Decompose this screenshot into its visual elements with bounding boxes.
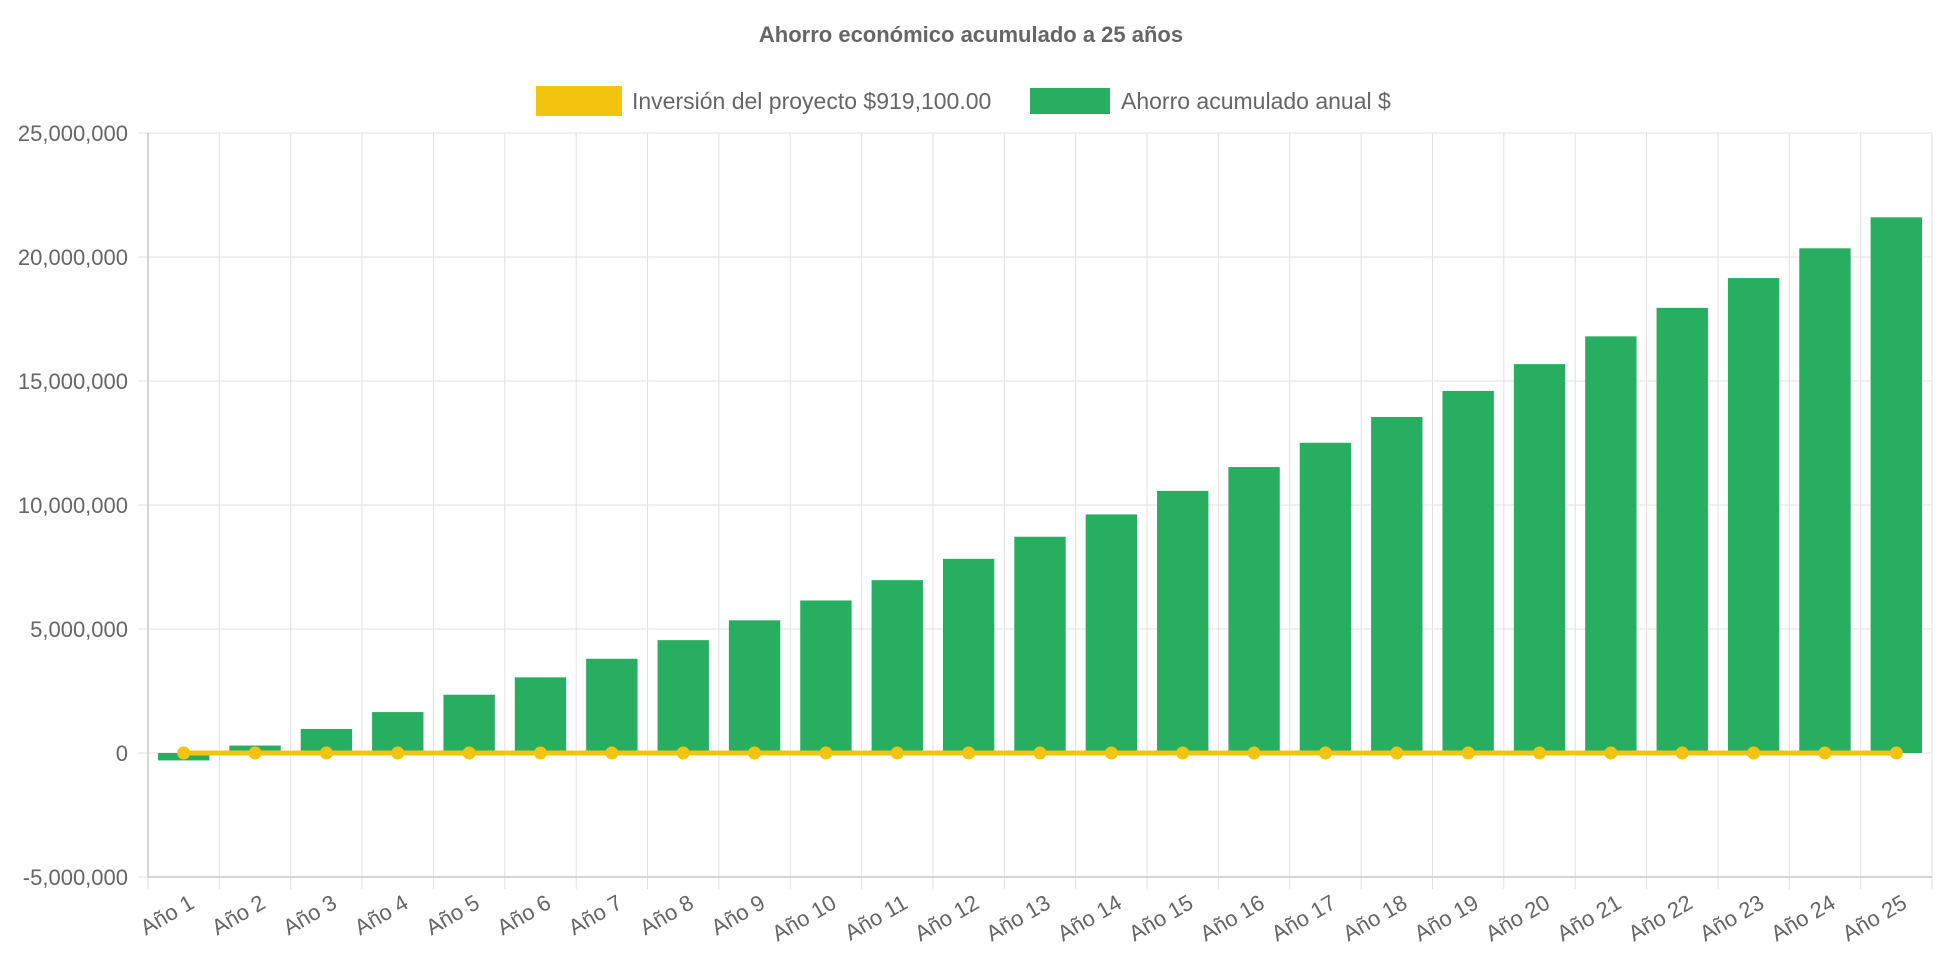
bar[interactable] bbox=[1656, 307, 1708, 753]
line-point[interactable] bbox=[676, 746, 690, 760]
line-point[interactable] bbox=[1889, 746, 1903, 760]
chart-title: Ahorro económico acumulado a 25 años bbox=[759, 22, 1183, 47]
line-point[interactable] bbox=[962, 746, 976, 760]
x-tick-label: Año 12 bbox=[910, 890, 983, 947]
y-tick-label: 20,000,000 bbox=[18, 245, 128, 270]
line-point[interactable] bbox=[1675, 746, 1689, 760]
bar[interactable] bbox=[1870, 217, 1923, 753]
bar[interactable] bbox=[586, 658, 638, 753]
x-tick-label: Año 13 bbox=[982, 890, 1055, 947]
x-tick-label: Año 11 bbox=[840, 890, 911, 946]
y-tick-label: 25,000,000 bbox=[18, 121, 128, 146]
x-tick-label: Año 2 bbox=[207, 890, 269, 940]
x-tick-label: Año 5 bbox=[421, 890, 483, 940]
bar[interactable] bbox=[942, 558, 995, 753]
x-tick-label: Año 25 bbox=[1838, 890, 1911, 947]
legend-swatch-investment bbox=[536, 86, 622, 116]
x-tick-label: Año 17 bbox=[1267, 890, 1340, 947]
legend: Inversión del proyecto $919,100.00 Ahorr… bbox=[536, 86, 1391, 116]
bar[interactable] bbox=[871, 580, 923, 753]
line-point[interactable] bbox=[1533, 746, 1547, 760]
line-point[interactable] bbox=[177, 746, 191, 760]
line-point[interactable] bbox=[1604, 746, 1618, 760]
line-point[interactable] bbox=[1390, 746, 1404, 760]
bar[interactable] bbox=[1157, 490, 1209, 753]
y-tick-label: 0 bbox=[116, 741, 128, 766]
line-point[interactable] bbox=[748, 746, 762, 760]
line-point[interactable] bbox=[1247, 746, 1261, 760]
x-axis-ticks: Año 1 Año 2 Año 3 Año 4 Año 5 Año 6 Año 7 Año 8… bbox=[136, 890, 1911, 947]
line-point[interactable] bbox=[1318, 746, 1332, 760]
x-tick-label: Año 23 bbox=[1695, 890, 1768, 947]
x-tick-label: Año 10 bbox=[768, 890, 841, 947]
bar[interactable] bbox=[443, 694, 495, 753]
line-point[interactable] bbox=[890, 746, 904, 760]
bar[interactable] bbox=[1799, 248, 1851, 753]
y-tick-label: 5,000,000 bbox=[30, 617, 128, 642]
line-point[interactable] bbox=[1176, 746, 1190, 760]
line-point[interactable] bbox=[1033, 746, 1047, 760]
legend-label-savings: Ahorro acumulado anual $ bbox=[1121, 88, 1391, 114]
bar[interactable] bbox=[514, 677, 567, 753]
x-tick-label: Año 4 bbox=[350, 890, 412, 940]
x-tick-label: Año 9 bbox=[707, 890, 769, 940]
y-tick-label: -5,000,000 bbox=[23, 865, 128, 890]
line-point[interactable] bbox=[533, 746, 547, 760]
line-point[interactable] bbox=[319, 746, 333, 760]
x-tick-label: Año 19 bbox=[1410, 890, 1483, 947]
legend-item-investment[interactable]: Inversión del proyecto $919,100.00 bbox=[536, 86, 991, 116]
bar[interactable] bbox=[1442, 390, 1494, 753]
axes bbox=[147, 133, 1932, 878]
bar[interactable] bbox=[1299, 442, 1352, 753]
legend-swatch-savings bbox=[1030, 88, 1110, 114]
line-point[interactable] bbox=[819, 746, 833, 760]
line-point[interactable] bbox=[1461, 746, 1475, 760]
x-tick-label: Año 6 bbox=[493, 890, 555, 940]
grid bbox=[138, 132, 1933, 889]
line-point[interactable] bbox=[462, 746, 476, 760]
bar[interactable] bbox=[1228, 467, 1280, 753]
x-tick-label: Año 18 bbox=[1338, 890, 1411, 947]
line-series-investment bbox=[177, 746, 1903, 760]
bar[interactable] bbox=[728, 620, 781, 753]
y-tick-label: 10,000,000 bbox=[18, 493, 128, 518]
x-tick-label: Año 16 bbox=[1196, 890, 1269, 947]
y-axis-ticks: -5,000,000 0 5,000,000 10,000,000 15,000,000… bbox=[18, 121, 128, 890]
x-tick-label: Año 14 bbox=[1053, 890, 1126, 947]
x-tick-label: Año 21 bbox=[1552, 890, 1625, 947]
bar[interactable] bbox=[372, 712, 424, 753]
line-point[interactable] bbox=[248, 746, 262, 760]
legend-item-savings[interactable]: Ahorro acumulado anual $ bbox=[1030, 88, 1391, 114]
bar[interactable] bbox=[1371, 416, 1423, 753]
x-tick-label: Año 1 bbox=[136, 890, 198, 940]
x-tick-label: Año 20 bbox=[1481, 890, 1554, 947]
legend-label-investment: Inversión del proyecto $919,100.00 bbox=[632, 88, 991, 114]
x-tick-label: Año 22 bbox=[1624, 890, 1697, 947]
y-tick-label: 15,000,000 bbox=[18, 369, 128, 394]
bar[interactable] bbox=[1014, 536, 1066, 753]
x-tick-label: Año 15 bbox=[1124, 890, 1197, 947]
bar[interactable] bbox=[657, 640, 709, 753]
bar[interactable] bbox=[800, 600, 852, 753]
x-tick-label: Año 8 bbox=[635, 890, 697, 940]
bar[interactable] bbox=[1727, 278, 1780, 753]
x-tick-label: Año 7 bbox=[564, 890, 626, 940]
bar-series-savings bbox=[157, 217, 1923, 761]
line-point[interactable] bbox=[1747, 746, 1761, 760]
line-point[interactable] bbox=[605, 746, 619, 760]
bar[interactable] bbox=[1585, 336, 1637, 753]
x-tick-label: Año 3 bbox=[279, 890, 341, 940]
line-point[interactable] bbox=[391, 746, 405, 760]
x-tick-label: Año 24 bbox=[1767, 890, 1840, 947]
line-point[interactable] bbox=[1818, 746, 1832, 760]
bar[interactable] bbox=[1513, 364, 1566, 753]
line-point[interactable] bbox=[1104, 746, 1118, 760]
bar[interactable] bbox=[1085, 514, 1138, 753]
